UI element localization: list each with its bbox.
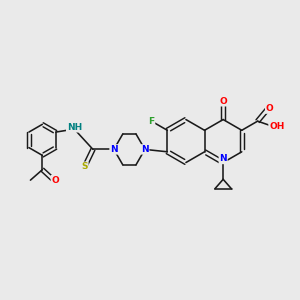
Text: O: O — [51, 176, 59, 185]
Text: O: O — [219, 97, 227, 106]
Text: N: N — [110, 145, 118, 154]
Text: NH: NH — [67, 123, 82, 132]
Text: N: N — [219, 154, 227, 164]
Text: O: O — [266, 104, 273, 113]
Text: OH: OH — [269, 122, 284, 131]
Text: F: F — [148, 117, 154, 126]
Text: S: S — [81, 162, 88, 171]
Text: N: N — [141, 145, 149, 154]
